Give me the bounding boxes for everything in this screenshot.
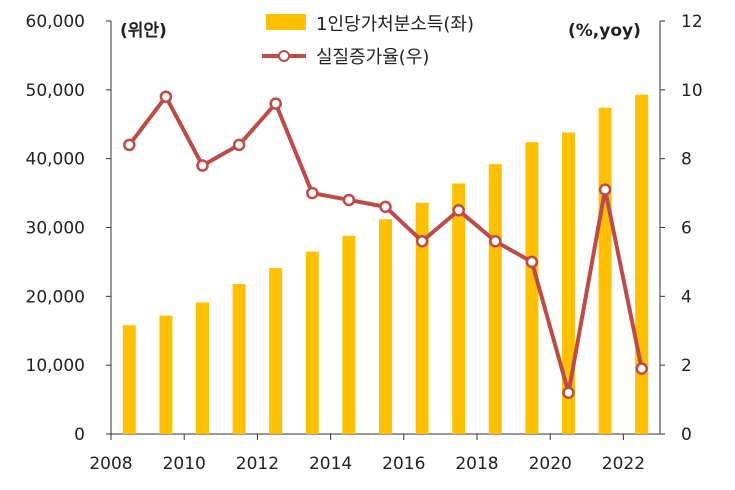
legend-line-label: 실질증가율(우) — [316, 47, 429, 68]
bar-2017 — [452, 183, 466, 434]
x-tick-label: 2020 — [529, 454, 572, 474]
line-point-2016 — [415, 235, 429, 248]
x-tick-label: 2012 — [236, 454, 279, 474]
bar-2020 — [562, 132, 575, 434]
right-tick-label: 12 — [681, 12, 703, 32]
legend-bar-swatch — [266, 14, 306, 30]
right-tick-label: 2 — [681, 356, 692, 376]
left-tick-label: 10,000 — [26, 356, 85, 376]
right-axis-unit: (%,yoy) — [568, 21, 641, 41]
left-tick-label: 60,000 — [26, 12, 85, 32]
left-tick-label: 40,000 — [26, 150, 85, 170]
bar-2008 — [122, 325, 136, 434]
bar-2019 — [525, 142, 539, 434]
line-point-2019 — [525, 255, 539, 269]
legend-line-marker — [278, 50, 290, 62]
legend: 1인당가처분소득(좌) 실질증가율(우) — [262, 14, 474, 68]
left-tick-label: 50,000 — [26, 81, 85, 101]
line-point-2020 — [562, 386, 575, 399]
legend-bar-label: 1인당가처분소득(좌) — [316, 14, 474, 35]
bar-2011 — [232, 283, 246, 434]
line-point-2009 — [159, 90, 173, 103]
line-point-2012 — [269, 97, 282, 110]
right-tick-label: 8 — [681, 150, 692, 170]
left-tick-label: 30,000 — [26, 219, 85, 239]
right-tick-label: 6 — [681, 219, 692, 239]
x-tick-label: 2014 — [309, 454, 352, 474]
line-point-2014 — [342, 193, 356, 207]
right-tick-label: 10 — [681, 81, 703, 101]
line-point-2017 — [452, 204, 465, 217]
line-point-2013 — [306, 186, 319, 200]
right-tick-label: 0 — [681, 425, 692, 445]
x-tick-label: 2018 — [455, 454, 498, 474]
line-series — [123, 90, 648, 399]
right-tick-label: 4 — [681, 287, 692, 307]
bar-2021 — [598, 107, 612, 434]
x-tick-label: 2010 — [163, 454, 206, 474]
line-point-2010 — [196, 159, 209, 172]
x-tick-label: 2016 — [382, 454, 425, 474]
left-tick-label: 0 — [74, 425, 85, 445]
bar-2013 — [305, 251, 319, 434]
line-point-2021 — [598, 183, 612, 196]
bar-2022 — [635, 94, 649, 434]
line-point-2015 — [379, 200, 392, 214]
left-axis-unit: (위안) — [120, 21, 167, 41]
x-tick-label: 2008 — [89, 454, 132, 474]
tick-labels: 0 10,000 20,000 30,000 40,000 50,000 60,000 0 2 4… — [26, 12, 703, 474]
bar-2012 — [269, 268, 283, 434]
bar-2010 — [196, 302, 209, 434]
line-point-2022 — [635, 362, 648, 375]
line-point-2018 — [489, 235, 502, 248]
left-tick-label: 20,000 — [26, 287, 85, 307]
bar-2009 — [159, 315, 173, 434]
bar-2014 — [342, 235, 356, 434]
line-point-2011 — [232, 138, 246, 152]
line-point-2008 — [123, 138, 136, 152]
bar-2015 — [379, 219, 392, 434]
bar-2016 — [415, 202, 429, 434]
x-tick-label: 2022 — [602, 454, 645, 474]
bar-2018 — [488, 164, 502, 434]
